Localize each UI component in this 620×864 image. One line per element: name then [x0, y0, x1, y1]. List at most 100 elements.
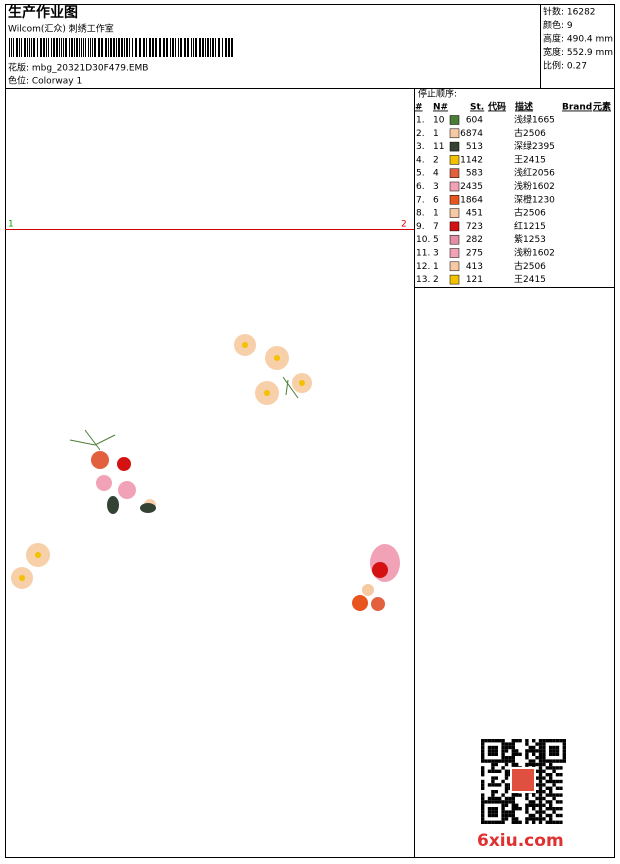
marker-left: 1	[8, 220, 14, 230]
qr-module	[481, 800, 485, 804]
qr-module	[535, 817, 539, 821]
qr-module	[538, 749, 543, 753]
qr-module	[504, 756, 509, 760]
qr-module	[525, 762, 529, 767]
bar-stripe	[184, 38, 186, 57]
color-swatch	[449, 181, 460, 192]
qr-module	[549, 779, 553, 784]
stat: 颜色: 9	[543, 19, 573, 31]
qr-module	[487, 749, 492, 753]
qr-module	[552, 783, 556, 787]
qr-module	[562, 749, 566, 753]
qr-module	[555, 820, 560, 824]
qr-module	[559, 773, 563, 777]
description: 红1215	[514, 220, 546, 232]
qr-module	[494, 739, 498, 743]
qr-module	[511, 813, 515, 818]
qr-module	[538, 766, 543, 770]
qr-module	[559, 779, 563, 784]
qr-module	[487, 745, 492, 750]
qr-module	[487, 813, 492, 818]
qr-module	[508, 756, 512, 760]
qr-module	[494, 759, 498, 763]
qr-module	[491, 820, 495, 824]
bar-stripe	[108, 38, 109, 57]
stat: 比例: 0.27	[543, 60, 587, 72]
colorway: 色位: Colorway 1	[8, 75, 82, 87]
qr-module	[511, 793, 515, 797]
qr-module	[538, 739, 543, 743]
bar-stripe	[126, 38, 128, 57]
bar-stripe	[207, 38, 209, 57]
qr-module	[504, 783, 509, 787]
bar-stripe	[116, 38, 117, 57]
qr-module	[535, 783, 539, 787]
bar-stripe	[124, 38, 125, 57]
qr-module	[525, 796, 529, 801]
qr-module	[487, 769, 492, 773]
qr-module	[481, 759, 485, 763]
qr-module	[498, 739, 502, 743]
qr-module	[528, 817, 532, 821]
qr-module	[487, 752, 492, 756]
bar-stripe	[46, 38, 47, 57]
bar-stripe	[85, 38, 86, 57]
qr-module	[545, 820, 549, 824]
qr-module	[538, 745, 543, 750]
qr-module	[525, 807, 529, 811]
bar-stripe	[9, 38, 10, 57]
qr-module	[508, 786, 512, 790]
bar-stripe	[53, 38, 55, 57]
qr-module	[511, 759, 515, 763]
qr-module	[532, 759, 536, 763]
qr-module	[535, 796, 539, 801]
qr-module	[481, 756, 485, 760]
qr-module	[528, 800, 532, 804]
row-index: 11.	[416, 249, 430, 259]
qr-module	[491, 749, 495, 753]
qr-module	[518, 793, 522, 797]
bar-stripe	[33, 38, 35, 57]
qr-module	[508, 810, 512, 814]
qr-module	[481, 766, 485, 770]
qr-module	[491, 810, 495, 814]
qr-module	[562, 745, 566, 750]
bar-stripe	[180, 38, 182, 57]
bar-stripe	[178, 38, 179, 57]
qr-module	[549, 773, 553, 777]
qr-module	[504, 762, 509, 767]
marker-right: 2	[401, 220, 407, 230]
qr-module	[538, 807, 543, 811]
qr-module	[545, 813, 549, 818]
qr-module	[525, 756, 529, 760]
qr-module	[481, 820, 485, 824]
qr-module	[552, 749, 556, 753]
bar-stripe	[191, 38, 192, 57]
qr-module	[515, 762, 519, 767]
needle: 11	[433, 142, 444, 152]
qr-module	[515, 803, 519, 807]
qr-module	[538, 810, 543, 814]
qr-module	[518, 807, 522, 811]
qr-module	[501, 800, 505, 804]
qr-module	[481, 752, 485, 756]
stitches: 513	[466, 142, 483, 152]
row-index: 7.	[416, 195, 425, 205]
row-index: 6.	[416, 182, 425, 192]
qr-module	[491, 762, 495, 767]
bar-stripe	[118, 38, 120, 57]
qr-module	[552, 752, 556, 756]
qr-module	[538, 790, 543, 794]
qr-module	[511, 807, 515, 811]
qr-module	[555, 793, 560, 797]
bar-stripe	[228, 38, 230, 57]
qr-module	[538, 779, 543, 784]
qr-module	[504, 796, 509, 801]
qr-module	[501, 820, 505, 824]
qr-module	[501, 803, 505, 807]
qr-module	[515, 817, 519, 821]
bar-stripe	[101, 38, 103, 57]
qr-module	[494, 749, 498, 753]
qr-module	[555, 752, 560, 756]
